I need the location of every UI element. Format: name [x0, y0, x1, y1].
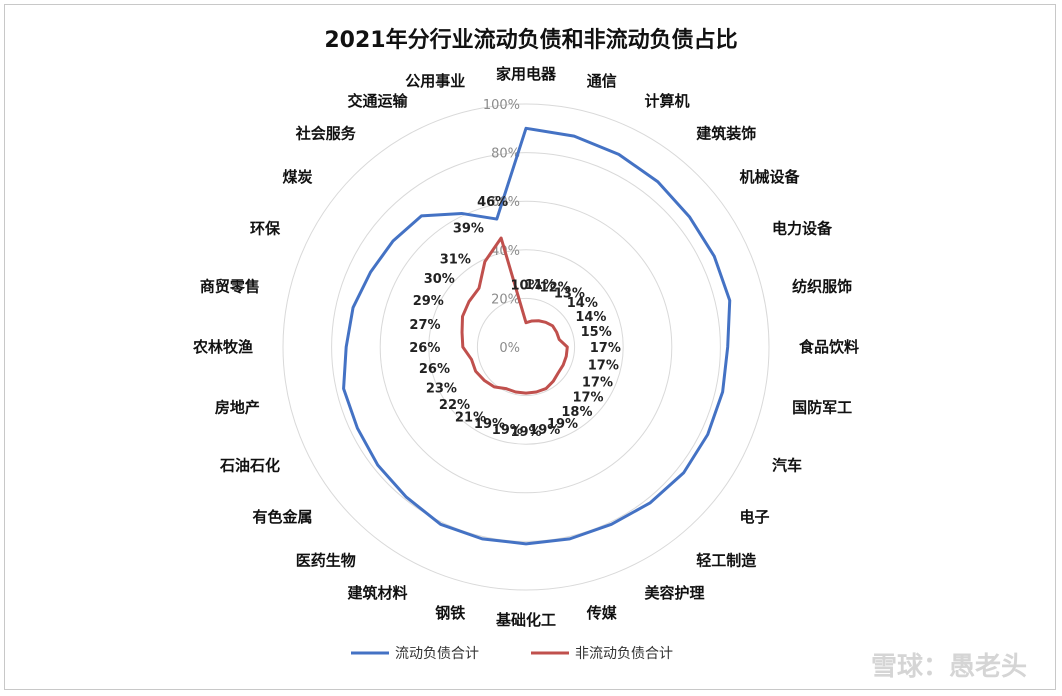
category-label: 环保 [250, 220, 281, 238]
radial-tick-label: 60% [491, 195, 520, 210]
category-label: 汽车 [772, 456, 802, 474]
data-label: 13% [554, 287, 585, 302]
grid-ring [476, 297, 576, 397]
radial-tick-labels: 0%20%40%60%80%100% [483, 98, 520, 356]
data-label: 19% [492, 423, 523, 438]
series-lines [342, 126, 732, 546]
category-label: 钢铁 [435, 604, 465, 622]
category-label: 建筑装饰 [696, 125, 756, 143]
category-label: 轻工制造 [696, 551, 756, 569]
data-label: 26% [419, 362, 450, 377]
grid-ring [282, 103, 770, 591]
radar-chart: 2021年分行业流动负债和非流动负债占比 0%20%40%60%80%100% … [192, 27, 1027, 682]
data-label: 21% [455, 411, 486, 426]
category-label: 机械设备 [739, 168, 800, 186]
data-label: 22% [439, 398, 470, 413]
category-label: 纺织服饰 [792, 277, 852, 295]
data-label: 14% [575, 310, 606, 325]
category-label: 交通运输 [348, 92, 409, 110]
data-label: 19% [547, 417, 578, 432]
data-label: 17% [590, 341, 621, 356]
data-label: 17% [572, 390, 603, 405]
chart-title: 2021年分行业流动负债和非流动负债占比 [324, 27, 737, 53]
data-label: 27% [409, 318, 440, 333]
data-label: 19% [529, 423, 560, 438]
data-label: 12% [540, 280, 571, 295]
data-label: 26% [409, 341, 440, 356]
data-label: 46% [477, 195, 508, 210]
radial-tick-label: 100% [483, 98, 520, 113]
category-label: 煤炭 [283, 168, 313, 186]
grid-ring [331, 152, 721, 542]
chart-frame: 2021年分行业流动负债和非流动负债占比 0% 20% 40% 60% 80% 100% … [4, 4, 1056, 690]
category-label: 公用事业 [405, 72, 465, 90]
legend-label-current: 流动负债合计 [395, 646, 479, 662]
category-label: 农林牧渔 [192, 338, 253, 356]
series-line-current [342, 126, 732, 546]
category-label: 电力设备 [772, 220, 833, 238]
legend: 流动负债合计 非流动负债合计 [351, 646, 673, 662]
grid-ring [379, 200, 673, 494]
data-label: 17% [588, 359, 619, 374]
category-label: 医药生物 [296, 551, 356, 569]
category-label: 基础化工 [495, 611, 556, 629]
category-labels: 家用电器 通信计算机建筑装饰机械设备电力设备纺织服饰食品饮料国防军工汽车电子轻工制… [192, 65, 859, 629]
data-label: 10% [510, 279, 541, 294]
category-label: 建筑材料 [348, 584, 408, 602]
grid-ring [428, 249, 624, 445]
category-label: 电子 [739, 508, 769, 526]
category-label: 商贸零售 [200, 277, 260, 295]
category-label: 食品饮料 [799, 338, 859, 356]
data-label: 30% [424, 272, 455, 287]
category-label: 传媒 [586, 604, 618, 622]
data-label: 19% [474, 417, 505, 432]
category-label: 国防军工 [792, 399, 852, 417]
category-label: 计算机 [644, 92, 689, 110]
data-label: 23% [426, 382, 457, 397]
data-label: 11% [525, 278, 556, 293]
data-label: 31% [440, 252, 471, 267]
category-label: 有色金属 [253, 508, 313, 526]
watermark: 雪球：愚老头 [871, 652, 1027, 682]
data-label: 15% [581, 325, 612, 340]
category-label: 社会服务 [295, 125, 357, 143]
data-label: 39% [453, 221, 484, 236]
data-label: 19% [510, 425, 541, 440]
radial-tick-label: 0% [499, 341, 520, 356]
category-label: 石油石化 [219, 456, 280, 474]
data-labels: 10%11%12%13%14%14%15%17%17%17%17%18%19%1… [409, 195, 621, 440]
category-label: 家用电器 [496, 65, 557, 83]
category-label: 房地产 [215, 399, 260, 417]
radial-tick-label: 80% [491, 147, 520, 162]
data-label: 14% [567, 296, 598, 311]
radial-tick-label: 20% [491, 292, 520, 307]
series-line-noncurrent [460, 236, 569, 395]
data-label: 18% [561, 405, 592, 420]
radar-grid [282, 103, 770, 591]
data-label: 17% [582, 375, 613, 390]
category-label: 美容护理 [644, 584, 704, 602]
category-label: 通信 [587, 72, 617, 90]
legend-label-noncurrent: 非流动负债合计 [575, 646, 673, 662]
data-label: 29% [413, 294, 444, 309]
